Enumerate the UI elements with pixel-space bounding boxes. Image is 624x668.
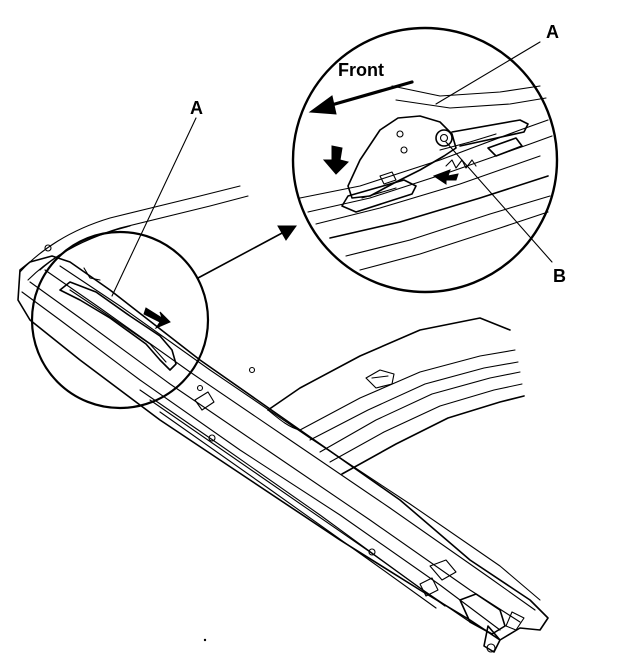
leader-line-a-detail — [435, 41, 541, 105]
part-b-label-detail: B — [553, 266, 566, 286]
front-direction-arrow — [308, 80, 414, 115]
roof-panel-lines — [19, 185, 249, 281]
leader-line-a-main — [111, 117, 197, 297]
stray-dot — [203, 638, 207, 642]
cross-member — [267, 317, 525, 475]
detail-circle-small — [30, 230, 210, 410]
detail-circle-large — [291, 26, 559, 294]
leader-line-b-detail — [445, 141, 553, 263]
part-a-label-detail: A — [546, 22, 559, 42]
part-a-label-main: A — [190, 98, 203, 118]
roof-rail-assembly — [17, 244, 549, 653]
connector-arrow — [197, 225, 297, 279]
front-label: Front — [338, 60, 384, 80]
